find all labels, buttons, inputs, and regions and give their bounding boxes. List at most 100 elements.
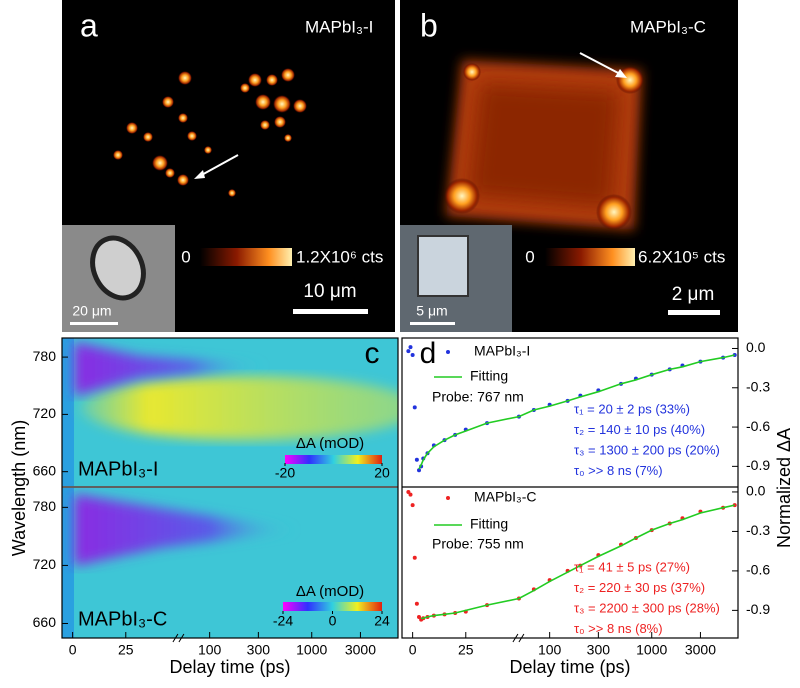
scale-label: 2 μm [672,284,715,305]
arrow-head [194,170,205,179]
colorbar-label: 0 [525,247,534,266]
sample-label: MAPbI₃-I [305,17,373,36]
inset-crystal [417,235,469,297]
sample-label: MAPbI₃-C [630,17,706,36]
corner-spots [444,63,644,230]
colorbar-title: ΔA (mOD) [296,435,364,452]
y-tick-label: -0.3 [746,522,770,538]
data-point [410,353,415,358]
probe-label: Probe: 755 nm [432,536,524,552]
x-tick-label: 100 [198,642,222,658]
data-point [408,345,413,350]
y-tick-label: -0.6 [746,418,770,434]
panel-a: 20 μm 0 1.2X10⁶ cts 10 μm a MAPbI₃-I [62,0,395,332]
inset-scale-bar [410,322,455,325]
colorbar-tick-label: -24 [273,613,293,629]
inset-scale-bar [70,322,118,325]
x-tick-label: 0 [409,642,417,658]
inset-crystal [90,235,146,301]
x-tick-label: 300 [587,642,611,658]
y-tick-label: 0.0 [746,339,766,355]
colorbar-label: 0 [181,247,190,266]
lifetime-annotation: τ₁ = 41 ± 5 ps (27%) [574,559,690,574]
colorbar-title: ΔA (mOD) [296,583,364,600]
legend-label: Fitting [470,368,508,384]
lifetime-annotation: τ₂ = 220 ± 30 ps (37%) [574,580,705,595]
inset-scale-label: 20 μm [72,303,111,319]
y-tick-label: 660 [33,462,57,478]
y-tick-label: 780 [33,498,57,514]
colorbar [283,602,382,611]
y-tick-label: -0.3 [746,378,770,394]
arrow [197,154,239,178]
fit-line [418,354,735,470]
y-tick-label: 0.0 [746,483,766,499]
colorbar-tick-label: 20 [374,465,390,481]
heatmap-top [62,338,398,486]
data-point [410,503,415,508]
colorbar-label: 1.2X10⁶ cts [296,247,383,266]
data-point [412,555,417,560]
legend-label: Fitting [470,516,508,532]
frame [401,337,739,639]
y-tick-label: -0.9 [746,601,770,617]
lifetime-annotation: τ₁ = 20 ± 2 ps (33%) [574,401,690,416]
y-tick-label: -0.6 [746,562,770,578]
fit-line [421,504,735,620]
colorbar-label: 6.2X10⁵ cts [638,247,725,266]
colorbar [200,248,292,266]
panel-b: 5 μm 0 6.2X10⁵ cts 2 μm b MAPbI₃-C [400,0,738,332]
arrow [579,52,623,76]
panel-label: b [420,7,438,43]
data-point [417,468,422,473]
lifetime-annotation: τ₃ = 2200 ± 300 ps (28%) [574,600,720,615]
sample-label: MAPbI₃-I [78,458,158,480]
data-point [408,492,413,497]
legend-label: MAPbI₃-I [474,343,530,359]
lifetime-annotation: τ₀ >> 8 ns (7%) [574,463,663,478]
legend-marker [446,350,450,354]
x-tick-label: 3000 [345,642,376,658]
axis-break [172,633,185,643]
x-tick-label: 1000 [296,642,327,658]
x-tick-label: 0 [69,642,77,658]
data-point [406,349,411,354]
scale-label: 10 μm [303,281,356,302]
x-tick-label: 300 [247,642,271,658]
y-tick-label: 660 [33,614,57,630]
x-tick-label: 25 [118,642,134,658]
colorbar [545,248,635,266]
y-axis-label: Normalized ΔA [774,428,794,548]
data-point [414,601,419,606]
x-tick-label: 3000 [685,642,716,658]
colorbar-tick-label: 0 [329,613,337,629]
panel-label: a [80,7,98,43]
legend-label: MAPbI₃-C [474,489,537,505]
scale-bar [668,310,720,315]
colorbar [285,455,382,464]
legend-marker [446,496,450,500]
crystal-core [468,82,620,208]
axis-break [512,633,525,643]
y-tick-label: 720 [33,556,57,572]
data-point [414,457,419,462]
lifetime-annotation: τ₃ = 1300 ± 200 ps (20%) [574,442,720,457]
probe-label: Probe: 767 nm [432,389,524,405]
colorbar-tick-label: -20 [275,465,295,481]
emission-spots [113,68,307,197]
y-axis-label: Wavelength (nm) [9,420,29,556]
x-axis-label: Delay time (ps) [169,657,290,677]
lifetime-annotation: τ₀ >> 8 ns (8%) [574,621,663,636]
frame [61,337,399,639]
y-tick-label: -0.9 [746,457,770,473]
scale-bar [293,309,368,314]
x-axis-label: Delay time (ps) [509,657,630,677]
x-tick-label: 100 [538,642,562,658]
sample-label: MAPbI₃-C [78,608,167,630]
heatmap-bottom [62,488,398,638]
y-tick-label: 720 [33,405,57,421]
x-tick-label: 25 [458,642,474,658]
arrow-head [615,69,627,78]
data-point [412,405,417,410]
